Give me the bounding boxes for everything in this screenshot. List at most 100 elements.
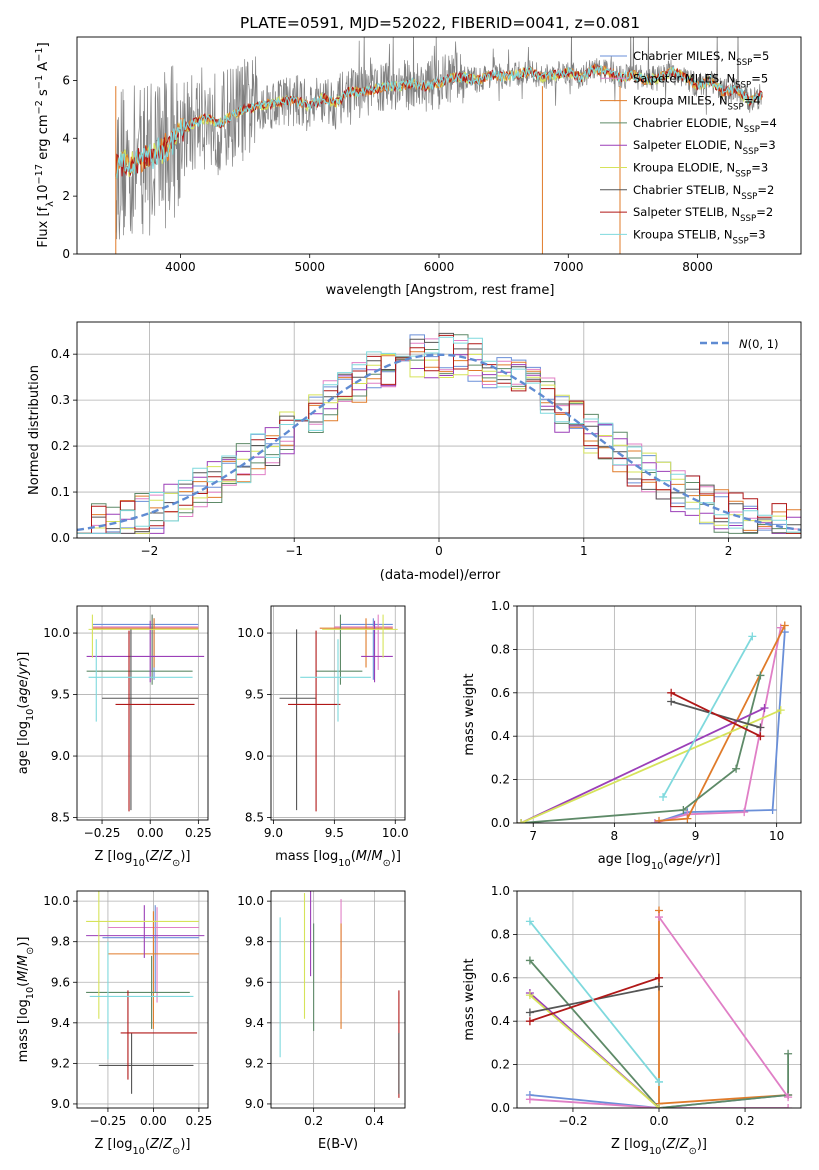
- weight-marker: [683, 814, 692, 823]
- mass-vs-Z-ytick-label: 9.0: [51, 1097, 70, 1111]
- age-vs-Z-ytick-label: 9.5: [51, 688, 70, 702]
- age-vs-mass-xlabel: mass [log10(M/M⊙)]: [275, 849, 401, 869]
- mass-vs-Z-ytick-label: 9.6: [51, 975, 70, 989]
- residuals-legend: N(0, 1): [700, 337, 779, 351]
- age-vs-Z-frame: [76, 605, 209, 821]
- age-vs-mass-point: [334, 614, 393, 670]
- age-vs-mass-point: [288, 630, 341, 812]
- weight-vs-age-ytick-label: 0.6: [491, 686, 510, 700]
- age-vs-mass-point: [279, 629, 317, 811]
- age-vs-Z-plot-area: [86, 614, 205, 812]
- weight-line: [520, 709, 782, 823]
- spectrum-xtick-label: 4000: [165, 260, 196, 274]
- weight-vs-age-axes: 7 8 9 10 0.0 0.2 0.4 0.6 0.8 1.0: [491, 599, 802, 843]
- weight-marker: [659, 792, 668, 801]
- legend-label: Kroupa MILES, NSSP=4: [633, 94, 761, 113]
- age-vs-mass-ytick-label: 9.0: [245, 749, 264, 763]
- legend-label: Chabrier STELIB, NSSP=2: [633, 183, 774, 202]
- weight-marker: [784, 1104, 793, 1108]
- weight-vs-Z-axes: −0.2 0.0 0.2 0.0 0.2 0.4 0.6 0.8 1.0: [491, 884, 802, 1128]
- age-vs-Z-point: [92, 614, 199, 670]
- age-vs-Z-axes: −0.25 0.00 0.25 8.5 9.0 9.5 10.0: [43, 605, 212, 840]
- spectrum-xtick-label: 7000: [553, 260, 584, 274]
- weight-vs-age-xtick-label: 7: [529, 829, 537, 843]
- age-vs-mass-ytick-label: 9.5: [245, 688, 264, 702]
- age-vs-mass-plot-area: [279, 614, 398, 812]
- weight-vs-age-xlabel: age [log10(age/yr)]: [598, 852, 721, 872]
- residuals-xtick-label: −1: [285, 544, 303, 558]
- weight-marker: [655, 913, 663, 922]
- weight-vs-Z-xtick-label: 0.0: [649, 1114, 668, 1128]
- spectrum-xtick-label: 8000: [682, 260, 713, 274]
- spectrum-frame: [76, 36, 802, 255]
- spectrum-observed-line: [115, 37, 763, 240]
- mass-vs-ebv-xtick-label: 0.2: [304, 1114, 323, 1128]
- weight-marker: [756, 671, 765, 680]
- mass-vs-Z-point: [98, 1032, 194, 1094]
- weight-marker: [740, 808, 749, 817]
- age-vs-mass-ytick-label: 8.5: [245, 811, 264, 825]
- weight-vs-age-xtick-label: 10: [769, 829, 784, 843]
- weight-marker: [525, 1017, 534, 1026]
- age-vs-Z-point: [115, 630, 195, 812]
- mass-vs-ebv-frame: [270, 890, 406, 1109]
- age-vs-Z-point: [86, 614, 193, 685]
- legend-label: Kroupa STELIB, NSSP=3: [633, 227, 766, 246]
- weight-line: [662, 635, 754, 798]
- mass-vs-Z-ytick-label: 9.2: [51, 1056, 70, 1070]
- weight-marker: [525, 917, 534, 926]
- weight-vs-age-series: [655, 621, 789, 823]
- weight-vs-Z-series: [525, 973, 663, 1026]
- weight-vs-Z-ytick-label: 0.8: [491, 927, 510, 941]
- residuals-xtick-label: 2: [725, 544, 733, 558]
- legend-label: Salpeter MILES, NSSP=5: [633, 71, 768, 90]
- mass-vs-Z-point: [86, 905, 205, 958]
- normal-curve: [77, 353, 801, 532]
- weight-line: [529, 959, 789, 1108]
- age-vs-Z-point: [88, 614, 199, 658]
- age-vs-mass-point: [319, 618, 393, 668]
- weight-line: [654, 627, 782, 823]
- weight-marker: [679, 805, 688, 814]
- spectrum-title: PLATE=0591, MJD=52022, FIBERID=0041, z=0…: [240, 14, 640, 32]
- mass-vs-Z-xtick-label: 0.25: [186, 1114, 213, 1128]
- spectrum-ytick-label: 2: [62, 189, 70, 203]
- mass-vs-ebv-ytick-label: 9.2: [245, 1056, 264, 1070]
- weight-marker: [655, 982, 663, 991]
- weight-marker: [784, 1049, 793, 1058]
- spectrum-ytick-label: 0: [62, 247, 70, 261]
- weight-line: [670, 691, 761, 738]
- mass-vs-Z-xtick-label: −0.25: [90, 1114, 127, 1128]
- age-vs-mass-frame: [270, 605, 406, 821]
- age-vs-mass-xtick-label: 9.5: [325, 826, 344, 840]
- weight-marker: [517, 819, 526, 823]
- residuals-ytick-label: 0.3: [51, 393, 70, 407]
- weight-vs-Z-series: [525, 917, 663, 1086]
- weight-marker: [776, 706, 785, 715]
- weight-marker: [525, 1008, 534, 1017]
- weight-vs-age-grid: [517, 605, 801, 824]
- weight-vs-age-ytick-label: 0.0: [491, 816, 510, 830]
- mass-vs-Z-grid: [77, 891, 208, 1108]
- age-vs-mass-grid: [271, 606, 405, 820]
- weight-vs-age-series: [650, 623, 785, 823]
- age-vs-Z-point: [102, 629, 199, 811]
- mass-vs-Z-axes: −0.25 0.00 0.25 9.0 9.2 9.4 9.6 9.8 10.0: [43, 890, 213, 1128]
- weight-vs-age-xtick-label: 9: [692, 829, 700, 843]
- mass-vs-Z-ytick-label: 9.8: [51, 935, 70, 949]
- weight-vs-Z-xlabel: Z [log10(Z/Z⊙)]: [611, 1137, 707, 1157]
- mass-vs-ebv-ytick-label: 9.8: [245, 935, 264, 949]
- mass-vs-Z-xtick-label: 0.00: [140, 1114, 167, 1128]
- weight-marker: [525, 956, 534, 965]
- mass-vs-ebv-ytick-label: 10.0: [237, 894, 264, 908]
- residual-histogram: [77, 354, 801, 534]
- weight-marker: [756, 732, 765, 741]
- age-vs-Z-ytick-label: 8.5: [51, 811, 70, 825]
- legend-label: Chabrier MILES, NSSP=5: [633, 49, 769, 68]
- legend-label: Salpeter ELODIE, NSSP=3: [633, 138, 776, 157]
- spectrum-axes: 4000 5000 6000 7000 8000 0 2 4 6 Chabrier MILES, …: [62, 36, 802, 274]
- age-vs-mass-point: [316, 614, 363, 685]
- mass-vs-Z-plot-area: [86, 891, 205, 1094]
- weight-marker: [756, 723, 765, 732]
